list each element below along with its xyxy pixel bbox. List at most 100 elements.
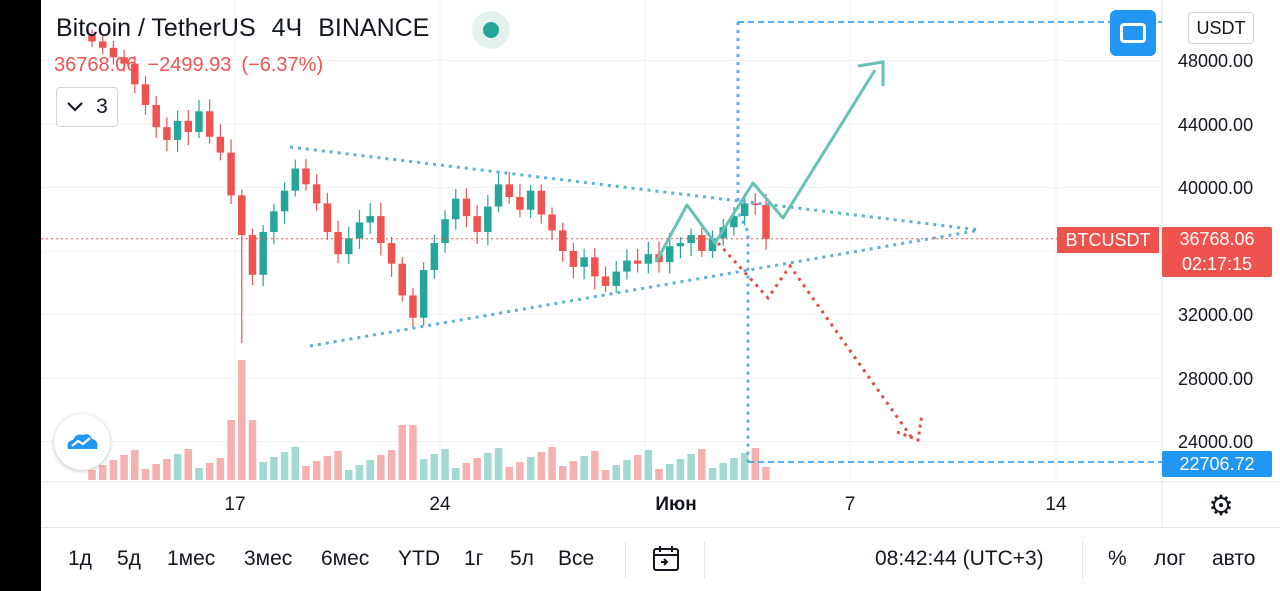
- candle-body: [227, 152, 235, 196]
- candle-body: [762, 204, 770, 239]
- indicators-toggle-button[interactable]: 3: [56, 87, 118, 127]
- volume-bar: [238, 360, 246, 480]
- measure-vertical-line: [736, 22, 750, 462]
- range-1m[interactable]: 1мес: [167, 547, 216, 570]
- candle-body: [109, 47, 118, 58]
- price-tick: 24000.00: [1178, 432, 1254, 452]
- volume-bar: [270, 457, 278, 480]
- clock-timezone[interactable]: 08:42:44 (UTC+3): [875, 547, 1044, 570]
- fullscreen-button[interactable]: [1110, 10, 1156, 56]
- volume-bar: [291, 447, 300, 480]
- candle-body: [366, 216, 374, 223]
- volume-bar: [676, 459, 685, 480]
- candle-body: [665, 246, 674, 263]
- volume-bar: [195, 468, 203, 480]
- interval-label[interactable]: 4Ч: [271, 14, 303, 42]
- percent-scale-toggle[interactable]: %: [1108, 547, 1127, 570]
- candle-body: [184, 120, 193, 132]
- candle-body: [248, 235, 257, 275]
- date-tick-month: Июн: [655, 494, 697, 515]
- fullscreen-icon: [1120, 23, 1146, 43]
- volume-bar: [719, 463, 727, 480]
- toolbar-divider: [1082, 542, 1083, 578]
- volume-bar: [441, 449, 449, 480]
- volume-bar: [248, 420, 257, 480]
- candle-body: [676, 243, 685, 247]
- candle-body: [623, 260, 631, 272]
- candle-body: [569, 251, 578, 267]
- date-tick: 14: [1045, 494, 1067, 515]
- range-ytd[interactable]: YTD: [398, 547, 440, 570]
- chevron-down-icon: [67, 102, 83, 112]
- volume-bar: [259, 462, 267, 480]
- toolbar-divider: [704, 542, 705, 578]
- volume-bar: [398, 425, 406, 480]
- candle-body: [730, 216, 738, 228]
- candle-body: [334, 231, 342, 255]
- range-5d[interactable]: 5д: [117, 547, 141, 570]
- volume-bar: [548, 447, 556, 480]
- bearish-projection-path: [716, 241, 914, 439]
- range-5y[interactable]: 5л: [510, 547, 534, 570]
- exchange-label: BINANCE: [318, 14, 430, 42]
- calendar-goto-icon[interactable]: [651, 544, 681, 574]
- volume-bar: [312, 461, 321, 480]
- volume-bar: [409, 425, 417, 480]
- volume-bar: [355, 465, 364, 480]
- chart-settings-button[interactable]: ⚙: [1205, 490, 1237, 522]
- candle-body: [452, 198, 460, 220]
- volume-bar: [452, 468, 460, 480]
- candle-body: [473, 216, 481, 232]
- candle-body: [409, 295, 417, 318]
- symbol-header[interactable]: Bitcoin / TetherUS 4Ч BINANCE: [56, 14, 445, 43]
- candle-body: [548, 214, 556, 231]
- volume-bar: [708, 468, 717, 480]
- volume-bar: [644, 450, 653, 480]
- candle-body: [751, 203, 760, 205]
- volume-bar: [462, 463, 471, 480]
- candle-body: [302, 168, 310, 185]
- volume-bar: [216, 458, 225, 480]
- candle-body: [419, 270, 428, 318]
- range-1d[interactable]: 1д: [68, 547, 92, 570]
- candle-body: [644, 254, 653, 264]
- volume-bar: [131, 450, 139, 480]
- volume-bar: [762, 467, 770, 480]
- candle-body: [238, 195, 246, 236]
- range-3m[interactable]: 3мес: [244, 547, 293, 570]
- candle-body: [280, 190, 289, 212]
- range-1y[interactable]: 1г: [464, 547, 484, 570]
- candle-body: [205, 111, 214, 137]
- log-scale-toggle[interactable]: лог: [1154, 547, 1186, 570]
- volume-bar: [366, 460, 374, 480]
- volume-bar: [494, 448, 503, 480]
- indicators-count: 3: [96, 95, 108, 118]
- candle-body: [345, 238, 353, 255]
- symbol-name: Bitcoin / TetherUS: [56, 14, 256, 42]
- candle-body: [558, 230, 567, 251]
- volume-bar: [580, 456, 588, 480]
- volume-bar: [377, 455, 385, 480]
- change-pct: (−6.37%): [241, 54, 324, 76]
- candle-body: [601, 276, 610, 286]
- volume-bar: [665, 464, 674, 480]
- volume-bar: [687, 454, 695, 480]
- price-tick: 48000.00: [1178, 51, 1254, 71]
- tradingview-logo[interactable]: [54, 414, 110, 470]
- volume-bar: [152, 464, 160, 480]
- volume-bar: [612, 465, 620, 480]
- range-6m[interactable]: 6мес: [321, 547, 370, 570]
- volume-bar: [184, 449, 193, 480]
- volume-bar: [655, 469, 663, 480]
- candle-body: [131, 63, 139, 85]
- candle-body: [387, 243, 396, 264]
- volume-bar: [623, 460, 631, 480]
- volume-bar: [173, 454, 182, 480]
- currency-badge[interactable]: USDT: [1188, 12, 1254, 44]
- volume-bar: [88, 470, 96, 480]
- auto-scale-toggle[interactable]: авто: [1212, 547, 1256, 570]
- measure-low-tag: 22706.72: [1162, 451, 1272, 477]
- range-all[interactable]: Все: [558, 547, 595, 570]
- volume-bar: [419, 459, 428, 480]
